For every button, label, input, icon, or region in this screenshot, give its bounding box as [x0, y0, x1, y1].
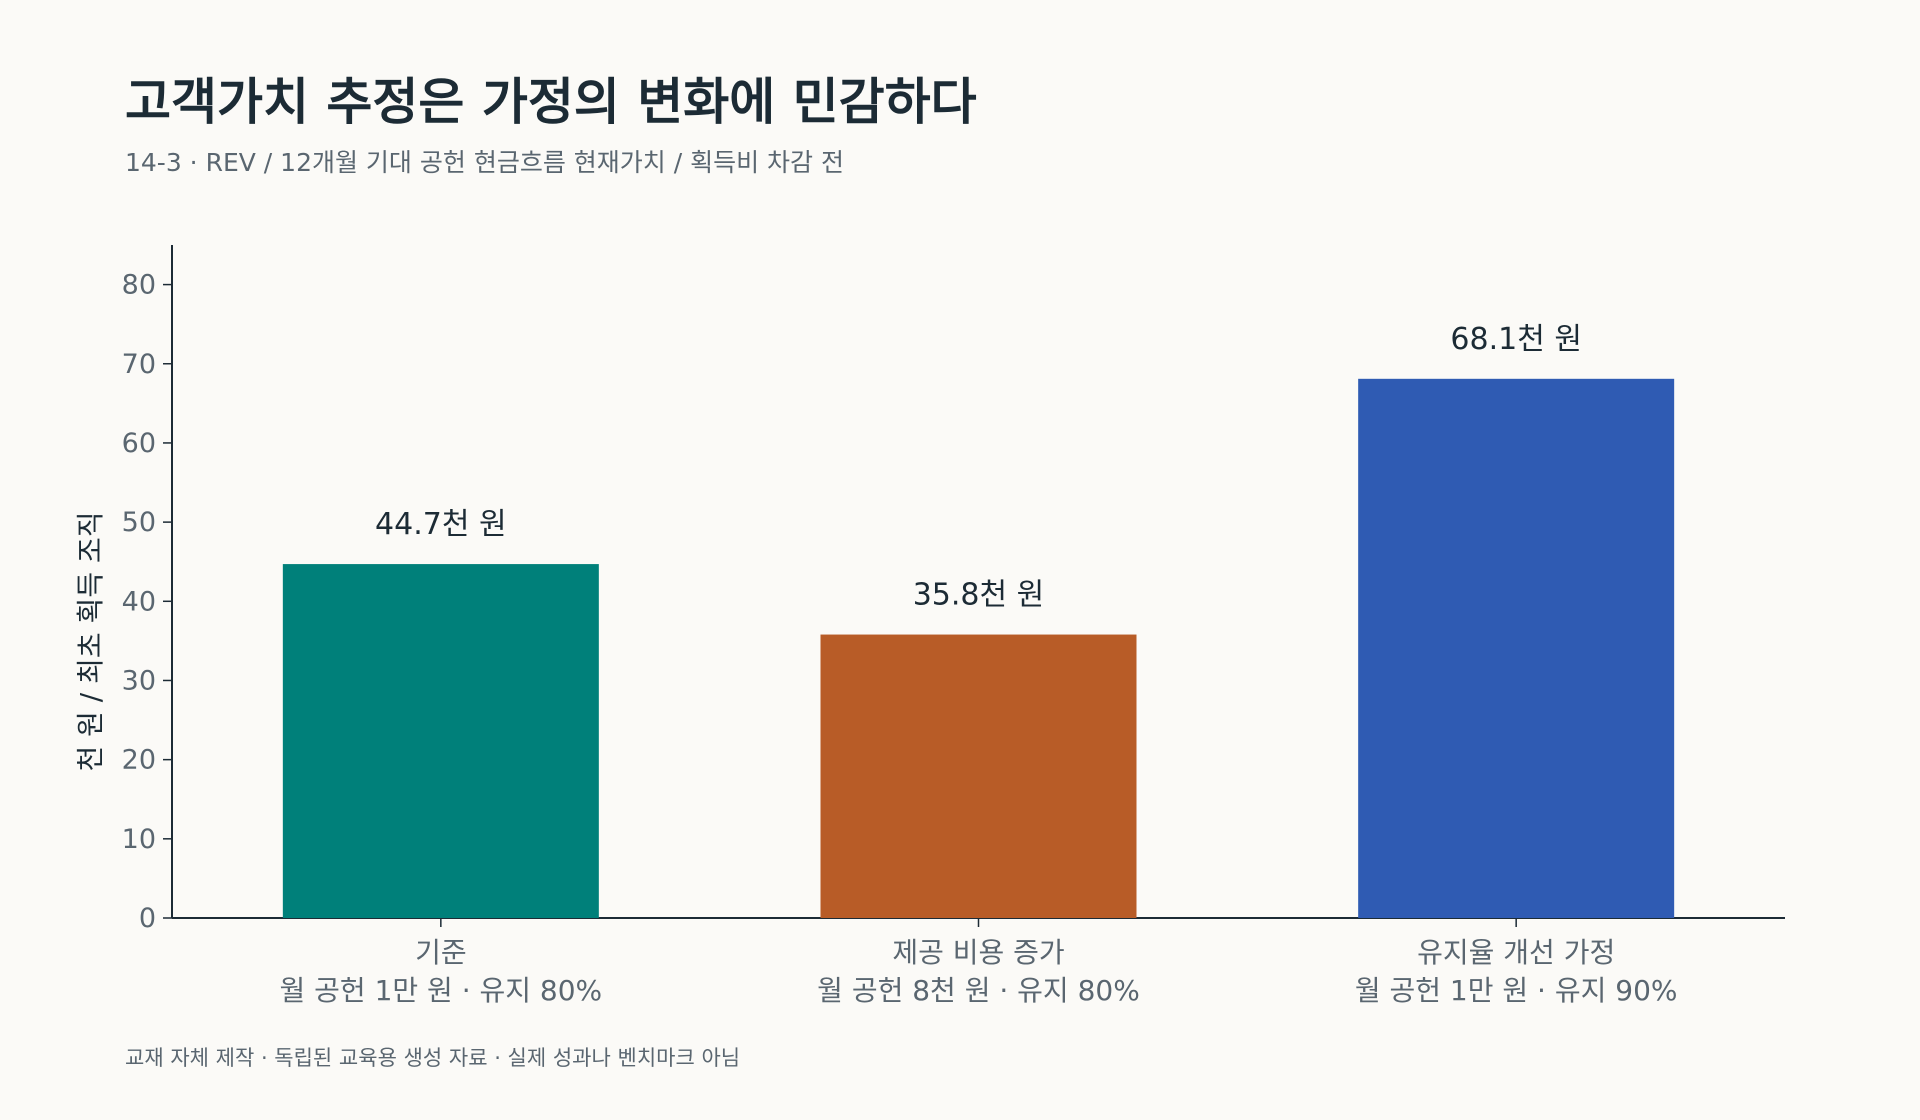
y-tick-label: 40 [122, 586, 156, 617]
bar [282, 564, 599, 918]
bar-value-label: 35.8천 원 [913, 578, 1045, 613]
y-tick-label: 60 [122, 428, 156, 459]
bar [820, 634, 1137, 918]
y-tick-label: 70 [122, 349, 156, 380]
y-tick-label: 10 [122, 824, 156, 855]
chart-subtitle: 14-3 · REV / 12개월 기대 공헌 현금흐름 현재가치 / 획득비 … [125, 148, 844, 177]
x-tick-label: 제공 비용 증가 [892, 936, 1064, 969]
x-tick-label: 유지율 개선 가정 [1417, 936, 1615, 969]
y-tick-label: 50 [122, 507, 156, 538]
y-tick-label: 30 [122, 665, 156, 696]
y-axis-label: 천 원 / 최초 획득 조직 [74, 511, 107, 771]
bar [1358, 378, 1675, 918]
chart-title: 고객가치 추정은 가정의 변화에 민감하다 [125, 73, 977, 131]
y-tick-label: 80 [122, 270, 156, 301]
x-tick-label: 월 공헌 8천 원 · 유지 80% [817, 974, 1140, 1007]
footnote: 교재 자체 제작 · 독립된 교육용 생성 자료 · 실제 성과나 벤치마크 아… [125, 1046, 741, 1070]
x-tick-label: 기준 [415, 936, 467, 969]
bar-value-label: 68.1천 원 [1450, 322, 1582, 357]
x-tick-label: 월 공헌 1만 원 · 유지 80% [279, 974, 602, 1007]
y-tick-label: 0 [139, 903, 156, 934]
bar-value-label: 44.7천 원 [375, 507, 507, 542]
y-tick-label: 20 [122, 745, 156, 776]
x-tick-label: 월 공헌 1만 원 · 유지 90% [1355, 974, 1678, 1007]
